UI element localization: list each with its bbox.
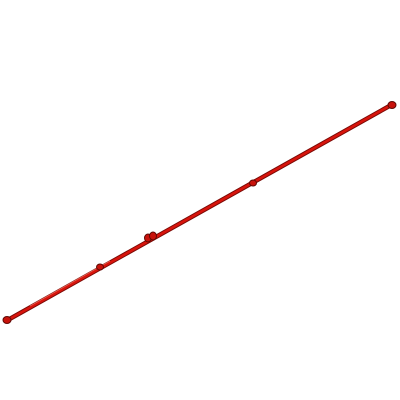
rod-body bbox=[4, 102, 395, 323]
connector bbox=[96, 263, 104, 271]
connector bbox=[149, 231, 157, 241]
connector bbox=[249, 179, 257, 187]
end-cap bbox=[2, 316, 12, 324]
connectors bbox=[2, 101, 397, 324]
end-cap bbox=[387, 101, 397, 109]
